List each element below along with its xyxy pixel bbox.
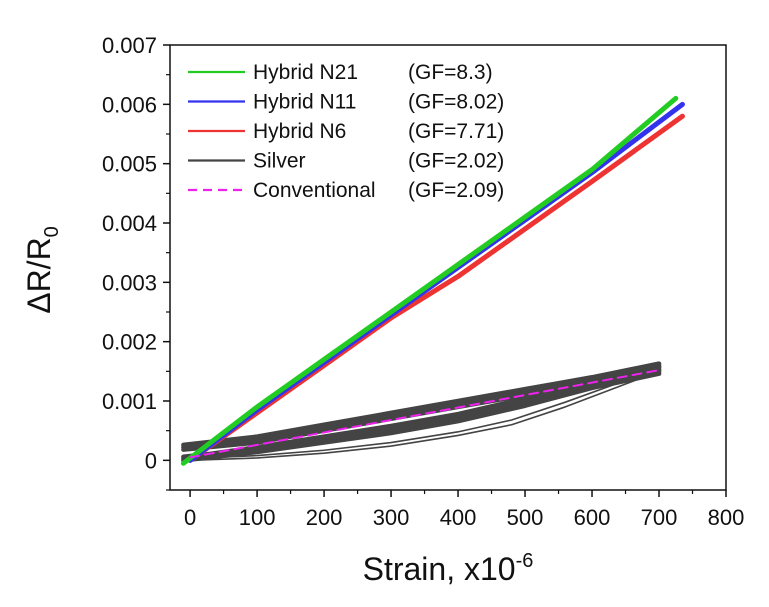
y-axis-title-subscript: 0 [41,226,63,237]
y-axis-tick-labels: 0 0.001 0.002 0.003 0.004 0.005 0.006 0.007 [102,33,157,473]
series-line-hybrid-n21 [180,95,679,466]
legend-gf-label: (GF=8.3) [408,61,493,84]
x-tick-label: 800 [708,505,745,530]
legend-label: Silver [253,150,306,173]
x-axis-tick-labels: 0 100 200 300 400 500 600 700 800 [184,505,744,530]
y-tick-label: 0.004 [102,211,157,236]
legend-gf-label: (GF=2.09) [408,179,504,202]
x-axis-ticks [189,490,727,497]
y-tick-label: 0.007 [102,33,157,58]
x-tick-label: 500 [507,505,544,530]
x-tick-label: 400 [440,505,477,530]
legend-label: Conventional [253,179,376,202]
legend-item-conventional: Conventional (GF=2.09) [188,179,504,202]
y-tick-label: 0.003 [102,270,157,295]
legend-item-silver: Silver (GF=2.02) [188,150,504,173]
legend-label: Hybrid N21 [253,61,358,84]
y-tick-label: 0 [145,448,157,473]
legend-item-hybrid-n11: Hybrid N11 (GF=8.02) [188,91,504,114]
y-axis-title-prefix: ΔR/R [21,237,57,313]
legend-gf-label: (GF=8.02) [408,91,504,114]
y-axis-ticks [163,44,170,491]
x-tick-label: 700 [641,505,678,530]
legend-gf-label: (GF=7.71) [408,120,504,143]
silver-hysteresis-curve [189,370,660,462]
series-silver [181,361,662,463]
y-tick-label: 0.001 [102,389,157,414]
series-line-conventional [189,369,661,459]
legend-item-hybrid-n6: Hybrid N6 (GF=7.71) [188,120,504,143]
x-axis-title-superscript: -6 [516,550,534,572]
legend-gf-label: (GF=2.02) [408,150,504,173]
y-tick-label: 0.002 [102,330,157,355]
silver-hysteresis-curve [181,367,662,463]
x-tick-label: 100 [239,505,276,530]
legend-label: Hybrid N11 [253,91,356,114]
silver-hysteresis-curve [181,361,662,460]
series-layer [180,95,685,466]
y-axis-title: ΔR/R0 [21,226,63,314]
plot-frame [169,44,727,491]
legend-item-hybrid-n21: Hybrid N21 (GF=8.3) [188,61,493,84]
x-tick-label: 300 [373,505,410,530]
legend-label: Hybrid N6 [253,120,346,143]
legend: Hybrid N21 (GF=8.3)Hybrid N11 (GF=8.02)Hyb… [188,61,504,202]
series-conventional [189,369,661,459]
x-tick-label: 200 [306,505,343,530]
x-axis-title-base: Strain, x10 [363,551,516,587]
x-axis-title: Strain, x10-6 [363,550,534,587]
series-hybrid-n21 [180,95,679,466]
y-tick-label: 0.005 [102,152,157,177]
y-tick-label: 0.006 [102,92,157,117]
x-tick-label: 0 [184,505,196,530]
x-tick-label: 600 [574,505,611,530]
silver-hysteresis-curve [189,367,660,460]
